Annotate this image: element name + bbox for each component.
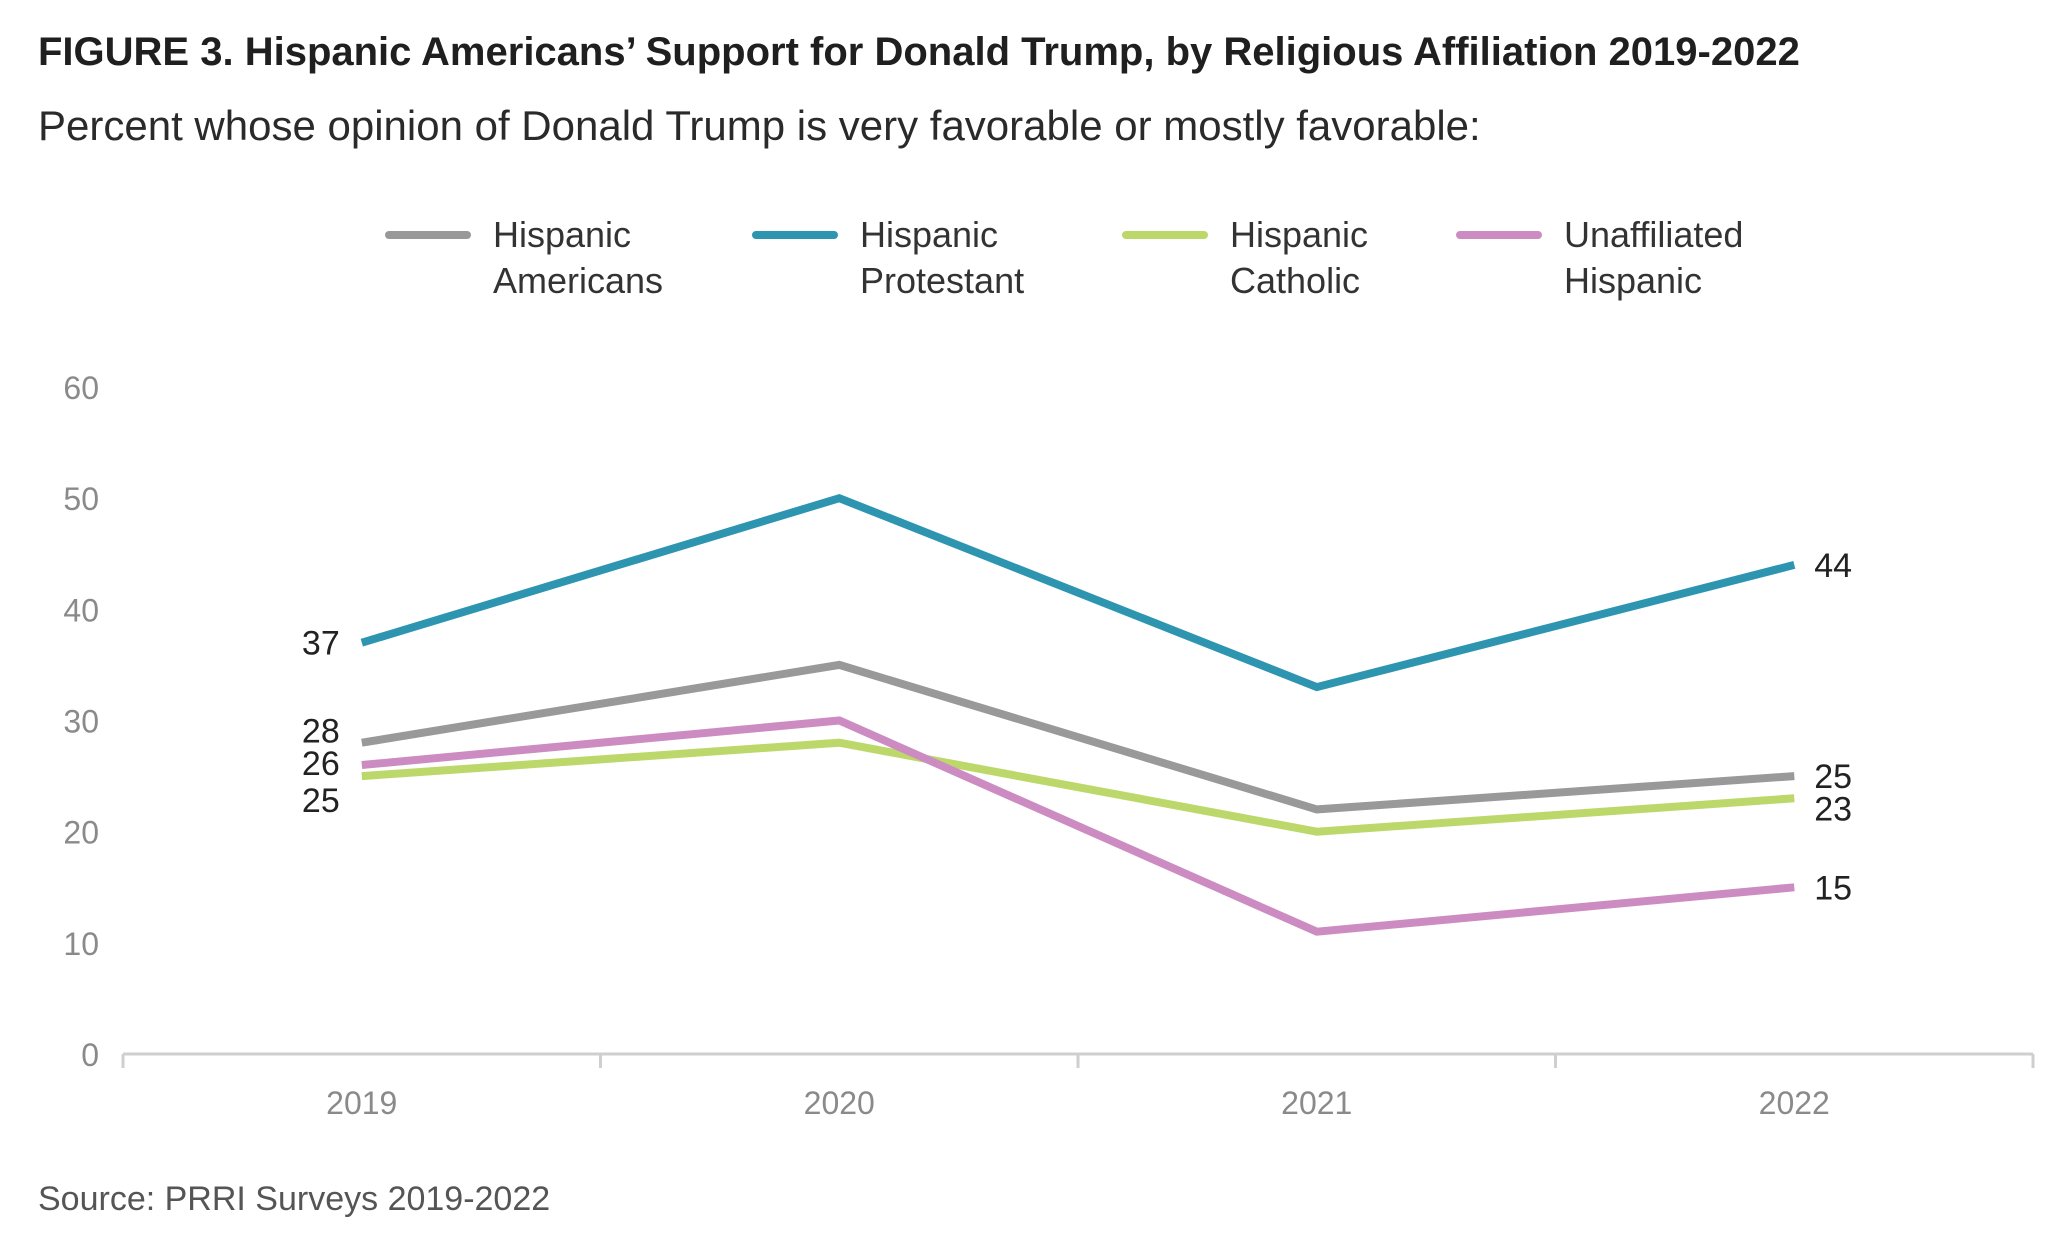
legend-swatch [752, 231, 838, 239]
chart-title: FIGURE 3. Hispanic Americans’ Support fo… [38, 30, 1800, 74]
data-label: 26 [302, 745, 340, 783]
chart-subtitle: Percent whose opinion of Donald Trump is… [38, 102, 1481, 149]
legend-label: Hispanic Catholic [1230, 214, 1369, 301]
data-label: 28 [302, 713, 340, 751]
x-tick-label: 2021 [1281, 1085, 1352, 1121]
series-line-2 [361, 738, 1795, 836]
y-tick-label: 20 [63, 815, 99, 851]
legend-label: Hispanic Americans [493, 214, 664, 301]
legend-label: Unaffiliated Hispanic [1564, 214, 1744, 301]
source-note: Source: PRRI Surveys 2019-2022 [38, 1180, 551, 1218]
x-tick-label: 2022 [1759, 1085, 1830, 1121]
data-label: 23 [1814, 790, 1852, 828]
y-tick-label: 60 [63, 370, 99, 406]
data-label: 25 [302, 782, 340, 820]
series-line-1 [360, 493, 1796, 692]
y-tick-label: 50 [63, 481, 99, 517]
y-tick-label: 40 [63, 592, 99, 628]
y-tick-label: 10 [63, 926, 99, 962]
legend-label: Hispanic Protestant [860, 214, 1025, 301]
legend-swatch [1456, 231, 1542, 239]
data-label: 37 [302, 625, 340, 663]
data-label: 25 [1814, 758, 1852, 796]
y-tick-label: 30 [63, 704, 99, 740]
y-tick-label: 0 [81, 1037, 99, 1073]
series-line-0 [361, 660, 1795, 814]
legend-swatch [1122, 231, 1208, 239]
x-tick-label: 2019 [326, 1085, 397, 1121]
data-label: 44 [1814, 547, 1852, 585]
data-label: 15 [1814, 869, 1852, 907]
legend-swatch [385, 231, 471, 239]
series-line-3 [361, 716, 1795, 936]
x-tick-label: 2020 [804, 1085, 875, 1121]
